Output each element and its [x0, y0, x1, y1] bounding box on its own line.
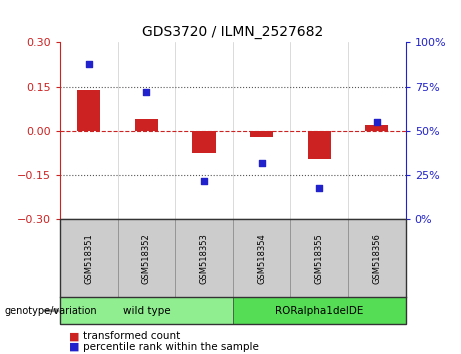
- Point: [373, 119, 381, 125]
- Bar: [135, 119, 158, 131]
- Text: ■: ■: [69, 342, 80, 352]
- Point: [142, 89, 150, 95]
- Bar: [365, 125, 388, 131]
- Text: ■: ■: [69, 331, 80, 341]
- Point: [85, 61, 92, 67]
- Text: GSM518354: GSM518354: [257, 233, 266, 284]
- Text: GSM518356: GSM518356: [372, 233, 381, 284]
- Point: [315, 185, 323, 190]
- Bar: [193, 131, 216, 153]
- Text: GSM518352: GSM518352: [142, 233, 151, 284]
- Bar: [308, 131, 331, 159]
- Text: wild type: wild type: [123, 306, 170, 316]
- Point: [258, 160, 266, 166]
- Text: RORalpha1delDE: RORalpha1delDE: [275, 306, 363, 316]
- Text: GSM518355: GSM518355: [315, 233, 324, 284]
- Point: [200, 178, 207, 183]
- Bar: [77, 90, 100, 131]
- Text: GSM518351: GSM518351: [84, 233, 93, 284]
- Bar: [250, 131, 273, 137]
- Text: transformed count: transformed count: [83, 331, 180, 341]
- Text: GSM518353: GSM518353: [200, 233, 208, 284]
- Text: genotype/variation: genotype/variation: [5, 306, 97, 316]
- Title: GDS3720 / ILMN_2527682: GDS3720 / ILMN_2527682: [142, 25, 324, 39]
- Text: percentile rank within the sample: percentile rank within the sample: [83, 342, 259, 352]
